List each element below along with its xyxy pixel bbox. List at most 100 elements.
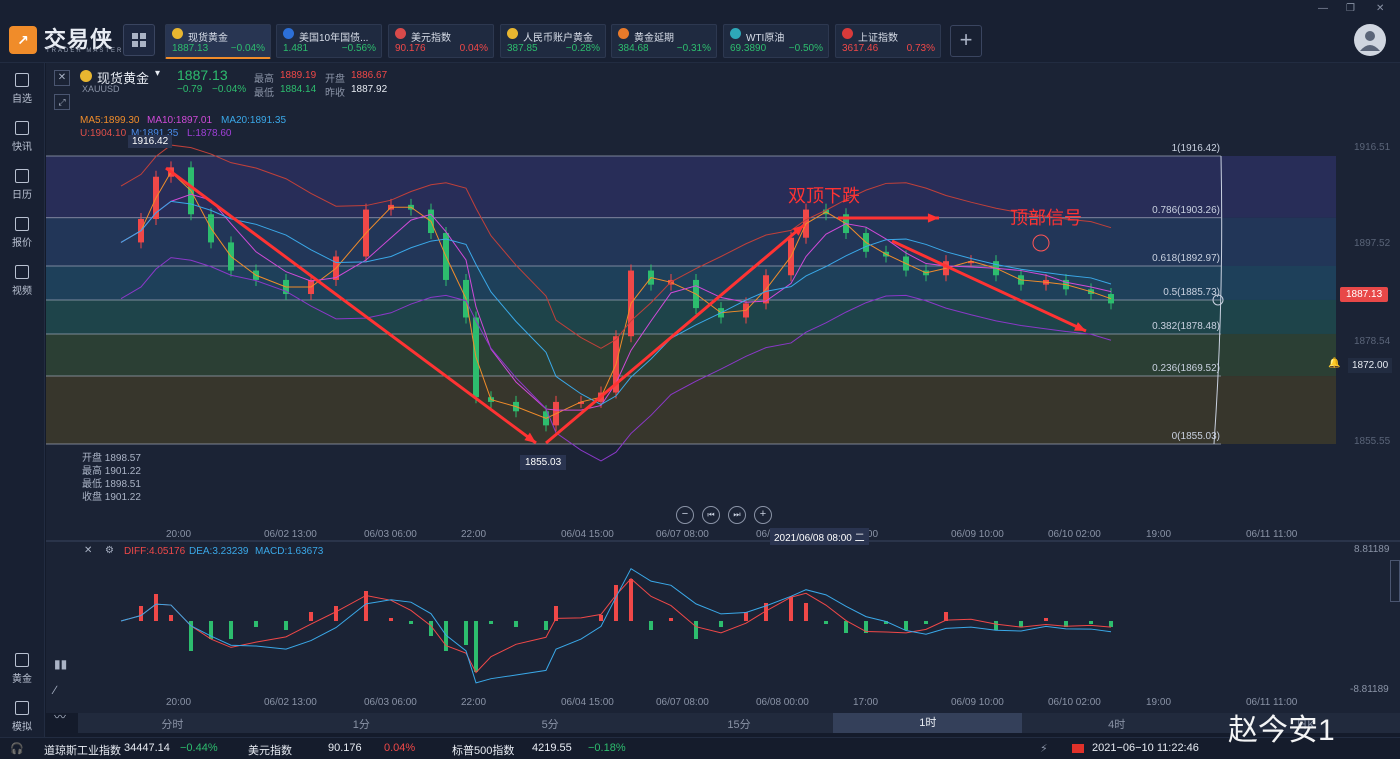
tab-price: 387.85 — [507, 43, 538, 54]
grid-menu-button[interactable] — [123, 24, 155, 56]
boll-lower-line — [120, 257, 1112, 462]
macd-bar — [1109, 621, 1113, 627]
timeframe-5[interactable]: 4时 — [1108, 719, 1126, 731]
top-signal-marker — [1032, 234, 1050, 252]
headset-icon[interactable]: 🎧 — [10, 743, 24, 755]
app-name: 交易侠 — [44, 27, 114, 52]
add-tab-button[interactable]: + — [950, 25, 982, 57]
macd-bar — [229, 621, 233, 639]
sidebar-item-simulate[interactable]: 模拟 — [0, 701, 44, 733]
sidebar-label: 快讯 — [12, 142, 32, 153]
timeframe-6[interactable]: 日K — [1296, 719, 1315, 731]
pen-icon[interactable]: ∕ — [54, 683, 57, 697]
grid-icon — [132, 33, 146, 47]
macd-time-label: 22:00 — [461, 697, 487, 708]
tab-4[interactable]: 黄金延期 384.68 −0.31% — [611, 24, 717, 58]
ma20-label: MA20:1891.35 — [221, 115, 287, 126]
draw-tool-icon[interactable]: ⤢ — [54, 94, 70, 110]
price-axis-label: 1878.54 — [1354, 336, 1391, 347]
user-icon — [1360, 31, 1380, 51]
chevron-down-icon[interactable]: ▾ — [155, 68, 161, 79]
zoom-out-button[interactable]: − — [676, 506, 694, 524]
timeframe-4[interactable]: 1时 — [833, 713, 1023, 733]
macd-bar — [599, 615, 603, 621]
china-flag-icon — [1072, 744, 1084, 753]
macd-time-label: 06/02 13:00 — [264, 697, 317, 708]
indicator-icon[interactable]: ▮▮ — [54, 657, 68, 671]
instrument-code: XAUUSD — [82, 84, 120, 94]
prev-button[interactable]: ⏮ — [702, 506, 720, 524]
sidebar-label: 自选 — [12, 94, 32, 105]
instrument-price: 1887.13 — [177, 67, 228, 83]
tab-price: 3617.46 — [842, 43, 879, 54]
macd-bar — [1064, 621, 1068, 627]
timeframe-3[interactable]: 15分 — [727, 719, 751, 731]
crosshair-time: 2021/06/08 08:00 二 — [770, 528, 869, 545]
macd-bar — [649, 621, 653, 630]
calendar-icon — [15, 169, 29, 183]
timeframe-2[interactable]: 5分 — [541, 719, 559, 731]
macd-time-label: 06/09 10:00 — [951, 697, 1004, 708]
play-icon — [15, 265, 29, 279]
tab-name: WTI原油 — [746, 33, 785, 44]
sidebar-item-quotes[interactable]: 报价 — [0, 217, 44, 249]
sidebar-item-news[interactable]: 快讯 — [0, 121, 44, 153]
line-chart-icon[interactable]: 〰 — [54, 710, 67, 724]
tab-0[interactable]: 现货黄金 1887.13 −0.04% — [165, 24, 271, 59]
macd-bar — [544, 621, 548, 630]
ma5-line — [120, 171, 1112, 419]
sidebar-item-video[interactable]: 视频 — [0, 265, 44, 297]
price-chart[interactable] — [46, 63, 1400, 713]
fib-band — [46, 299, 1336, 334]
macd-bar — [514, 621, 518, 627]
scrollbar[interactable] — [1390, 560, 1400, 602]
macd-bar — [409, 621, 413, 624]
sidebar-label: 日历 — [12, 190, 32, 201]
sidebar-item-watchlist[interactable]: 自选 — [0, 73, 44, 105]
zoom-in-button[interactable]: + — [754, 506, 772, 524]
tab-2[interactable]: 美元指数 90.176 0.04% — [388, 24, 494, 58]
instrument-name[interactable]: 现货黄金 — [97, 71, 150, 86]
ohlc-low: 最低 1898.51 — [82, 479, 141, 490]
minimize-icon[interactable]: — — [1318, 3, 1328, 14]
macd-bar — [554, 606, 558, 621]
arrow-head — [792, 225, 804, 236]
high-point-label: 1916.42 — [128, 135, 173, 148]
tab-name: 美国10年国债... — [299, 33, 369, 44]
datetime: 2021−06−10 11:22:46 — [1092, 742, 1199, 754]
fib-handle[interactable] — [1212, 294, 1224, 306]
macd-time-label: 17:00 — [853, 697, 879, 708]
next-button[interactable]: ⏭ — [728, 506, 746, 524]
tab-price: 1.481 — [283, 43, 309, 54]
price-axis-label: 1916.51 — [1354, 142, 1391, 153]
status-change: −0.18% — [588, 742, 626, 754]
sidebar-item-gold[interactable]: 黄金 — [0, 653, 44, 685]
sidebar-label: 模拟 — [12, 722, 32, 733]
close-macd-icon[interactable]: ✕ — [84, 545, 93, 556]
fib-label: 0.5(1885.73) — [1163, 286, 1220, 298]
prev-label: 昨收 — [325, 88, 345, 99]
tab-change: −0.56% — [341, 43, 376, 54]
annotation-arrow — [891, 239, 1087, 333]
sidebar-label: 报价 — [12, 238, 32, 249]
settings-icon[interactable]: ⚙ — [105, 545, 114, 556]
timeframe-0[interactable]: 分时 — [161, 719, 184, 731]
arrow-head — [1074, 322, 1086, 331]
timeframe-1[interactable]: 1分 — [352, 719, 370, 731]
tab-1[interactable]: 美国10年国债... 1.481 −0.56% — [276, 24, 382, 58]
tab-6[interactable]: 上证指数 3617.46 0.73% — [835, 24, 941, 58]
gold-icon — [618, 28, 629, 39]
sidebar-item-calendar[interactable]: 日历 — [0, 169, 44, 201]
avatar[interactable] — [1354, 24, 1386, 56]
tab-3[interactable]: 人民币账户黄金 387.85 −0.28% — [500, 24, 606, 58]
wallet-icon — [15, 701, 29, 715]
close-window-icon[interactable]: ✕ — [1376, 3, 1385, 14]
tab-5[interactable]: WTI原油 69.3890 −0.50% — [723, 24, 829, 58]
close-chart-icon[interactable]: ✕ — [54, 70, 70, 86]
macd-bar — [474, 621, 478, 672]
bookmark-icon — [15, 73, 29, 87]
top-time-label: 20:00 — [166, 529, 192, 540]
bell-icon[interactable]: 🔔 — [1328, 358, 1341, 369]
restore-icon[interactable]: ❐ — [1346, 3, 1355, 14]
macd-bar — [334, 606, 338, 621]
